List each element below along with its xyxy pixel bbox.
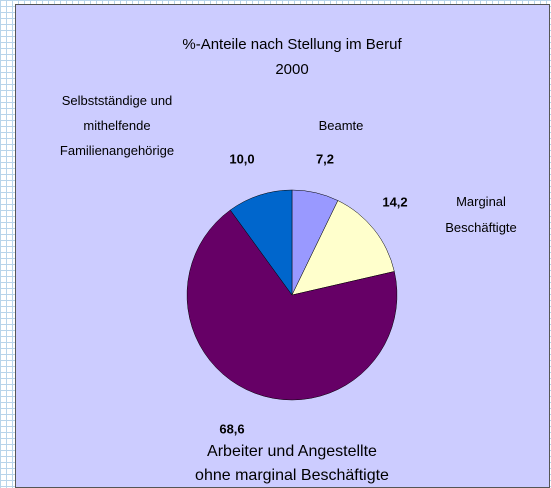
slice-label: Arbeiter und Angestellte ohne marginal Be…: [195, 443, 389, 484]
value-label: 7,2: [316, 151, 334, 166]
value-label: 10,0: [229, 151, 254, 166]
pie-slice: [291, 200, 395, 296]
chart-subtitle: 2000: [275, 61, 308, 78]
slice-label: Beamte: [319, 118, 364, 133]
slice-label: Selbstständige und mithelfende Familienang…: [60, 93, 174, 158]
pie-slice: [186, 209, 398, 401]
pie: [186, 189, 398, 401]
chart-title: %-Anteile nach Stellung im Beruf: [182, 36, 402, 53]
pie-slice: [229, 189, 293, 296]
slice-label: Marginal Beschäftigte: [445, 194, 517, 235]
value-label: 68,6: [219, 421, 244, 436]
value-label: 14,2: [382, 194, 407, 209]
